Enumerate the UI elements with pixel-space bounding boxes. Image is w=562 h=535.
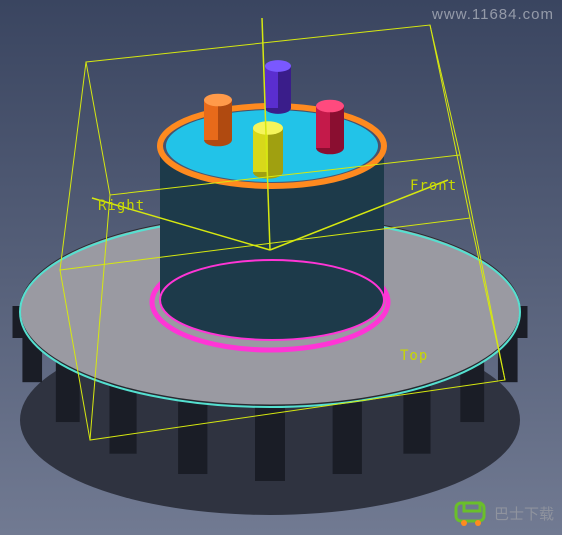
gear-tooth [333,396,362,474]
axis-label-top: Top [400,348,428,364]
gear-tooth [56,362,80,422]
gear-tooth [109,383,136,454]
scene-svg: Right Front Top [0,0,562,535]
brand-watermark: 巴士下载 [454,499,554,527]
axis-label-front: Front [410,178,457,194]
peg-orange [204,94,232,147]
axis-label-right: Right [98,198,145,214]
peg-crimson [316,100,344,155]
peg-purple [265,60,291,114]
brand-text: 巴士下载 [494,503,554,524]
gear-tooth [255,401,285,481]
peg-yellow [253,121,283,179]
gear-tooth [178,396,207,474]
bbox-edge-1 [60,62,86,270]
gear-tooth [403,383,430,454]
bus-icon [454,499,488,527]
cad-viewport[interactable]: Right Front Top www.11684.com 巴士下载 [0,0,562,535]
watermark-url: www.11684.com [432,6,554,23]
gear-tooth [460,362,484,422]
